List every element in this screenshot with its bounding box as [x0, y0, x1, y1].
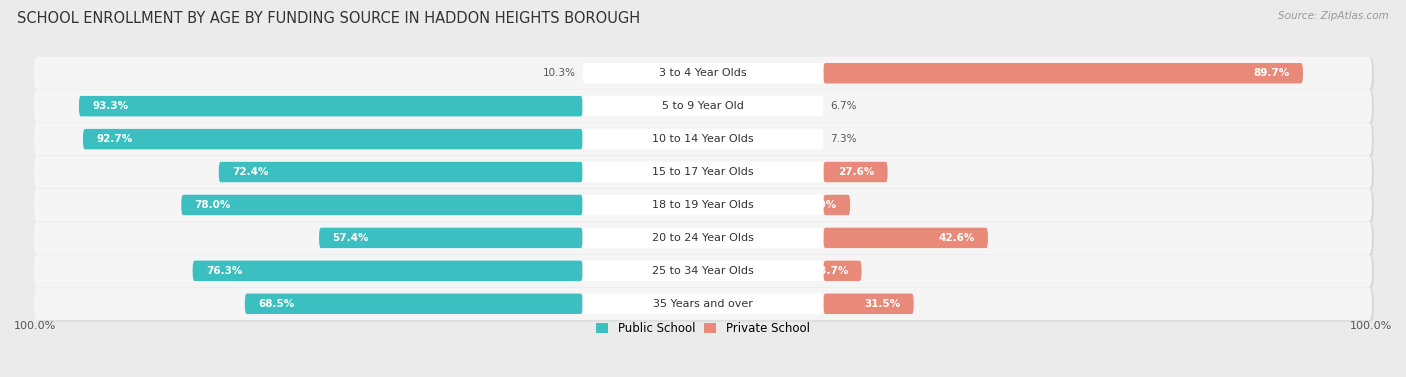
- FancyBboxPatch shape: [34, 123, 1372, 156]
- FancyBboxPatch shape: [37, 91, 1374, 124]
- FancyBboxPatch shape: [245, 294, 582, 314]
- FancyBboxPatch shape: [824, 63, 1303, 83]
- FancyBboxPatch shape: [824, 195, 851, 215]
- Text: 42.6%: 42.6%: [938, 233, 974, 243]
- FancyBboxPatch shape: [582, 63, 824, 83]
- FancyBboxPatch shape: [34, 287, 1372, 320]
- FancyBboxPatch shape: [37, 289, 1374, 322]
- FancyBboxPatch shape: [37, 124, 1374, 157]
- Text: 92.7%: 92.7%: [97, 134, 132, 144]
- FancyBboxPatch shape: [582, 261, 824, 281]
- Text: 18 to 19 Year Olds: 18 to 19 Year Olds: [652, 200, 754, 210]
- Text: 100.0%: 100.0%: [1350, 321, 1392, 331]
- FancyBboxPatch shape: [34, 156, 1372, 188]
- FancyBboxPatch shape: [582, 228, 824, 248]
- Text: 22.0%: 22.0%: [800, 200, 837, 210]
- FancyBboxPatch shape: [193, 261, 582, 281]
- Text: 5 to 9 Year Old: 5 to 9 Year Old: [662, 101, 744, 111]
- FancyBboxPatch shape: [582, 129, 824, 149]
- Text: 25 to 34 Year Olds: 25 to 34 Year Olds: [652, 266, 754, 276]
- FancyBboxPatch shape: [582, 294, 824, 314]
- FancyBboxPatch shape: [37, 256, 1374, 289]
- Text: 3 to 4 Year Olds: 3 to 4 Year Olds: [659, 68, 747, 78]
- FancyBboxPatch shape: [37, 223, 1374, 256]
- FancyBboxPatch shape: [37, 58, 1374, 91]
- Text: 7.3%: 7.3%: [830, 134, 856, 144]
- Text: 57.4%: 57.4%: [332, 233, 368, 243]
- Text: 6.7%: 6.7%: [830, 101, 856, 111]
- FancyBboxPatch shape: [34, 221, 1372, 254]
- FancyBboxPatch shape: [37, 157, 1374, 190]
- Text: 78.0%: 78.0%: [194, 200, 231, 210]
- Text: 15 to 17 Year Olds: 15 to 17 Year Olds: [652, 167, 754, 177]
- Text: 68.5%: 68.5%: [259, 299, 294, 309]
- Text: 10.3%: 10.3%: [543, 68, 576, 78]
- FancyBboxPatch shape: [582, 162, 824, 182]
- Text: Source: ZipAtlas.com: Source: ZipAtlas.com: [1278, 11, 1389, 21]
- Legend: Public School, Private School: Public School, Private School: [592, 318, 814, 340]
- FancyBboxPatch shape: [34, 90, 1372, 123]
- Text: 27.6%: 27.6%: [838, 167, 875, 177]
- Text: 23.7%: 23.7%: [811, 266, 848, 276]
- FancyBboxPatch shape: [37, 190, 1374, 223]
- FancyBboxPatch shape: [582, 96, 824, 116]
- Text: 10 to 14 Year Olds: 10 to 14 Year Olds: [652, 134, 754, 144]
- Text: 76.3%: 76.3%: [207, 266, 242, 276]
- Text: 20 to 24 Year Olds: 20 to 24 Year Olds: [652, 233, 754, 243]
- Text: SCHOOL ENROLLMENT BY AGE BY FUNDING SOURCE IN HADDON HEIGHTS BOROUGH: SCHOOL ENROLLMENT BY AGE BY FUNDING SOUR…: [17, 11, 640, 26]
- FancyBboxPatch shape: [319, 228, 582, 248]
- FancyBboxPatch shape: [83, 129, 582, 149]
- FancyBboxPatch shape: [34, 57, 1372, 90]
- FancyBboxPatch shape: [181, 195, 582, 215]
- FancyBboxPatch shape: [219, 162, 582, 182]
- FancyBboxPatch shape: [582, 195, 824, 215]
- FancyBboxPatch shape: [824, 228, 988, 248]
- FancyBboxPatch shape: [34, 188, 1372, 221]
- FancyBboxPatch shape: [824, 261, 862, 281]
- Text: 35 Years and over: 35 Years and over: [652, 299, 754, 309]
- Text: 93.3%: 93.3%: [93, 101, 128, 111]
- FancyBboxPatch shape: [34, 254, 1372, 287]
- Text: 72.4%: 72.4%: [232, 167, 269, 177]
- FancyBboxPatch shape: [824, 162, 887, 182]
- FancyBboxPatch shape: [824, 294, 914, 314]
- FancyBboxPatch shape: [79, 96, 582, 116]
- Text: 100.0%: 100.0%: [14, 321, 56, 331]
- Text: 89.7%: 89.7%: [1253, 68, 1289, 78]
- Text: 31.5%: 31.5%: [865, 299, 900, 309]
